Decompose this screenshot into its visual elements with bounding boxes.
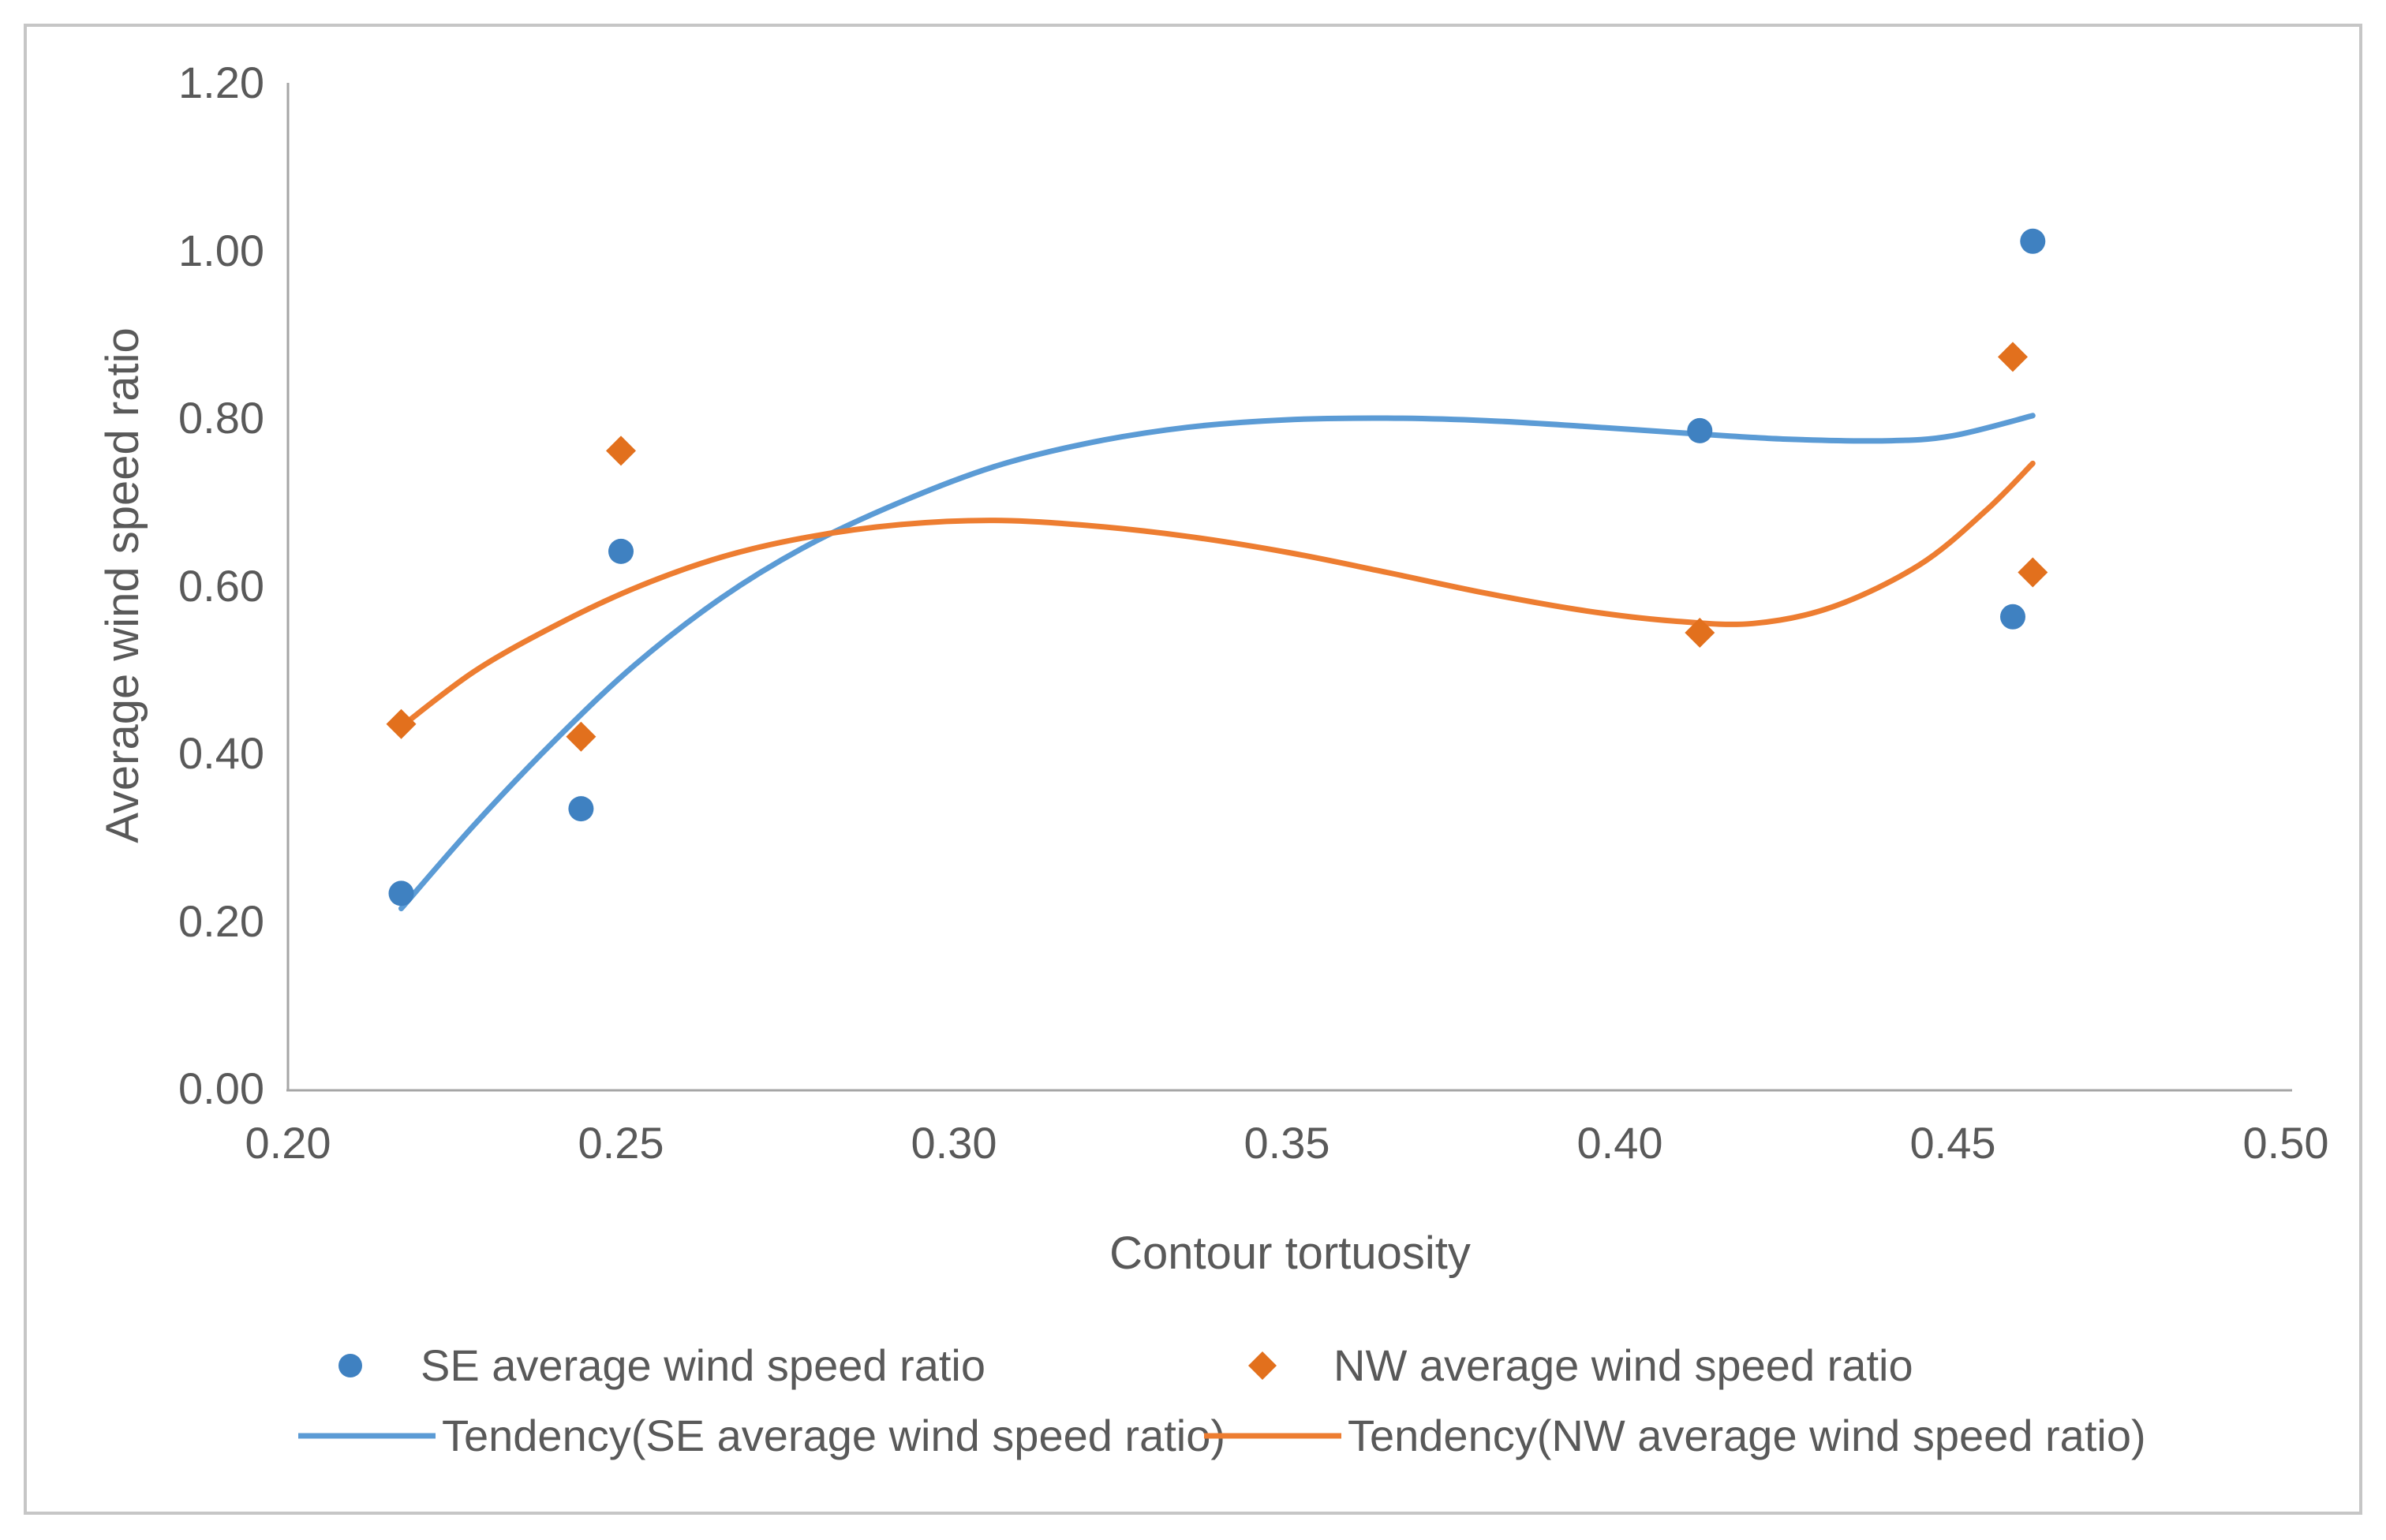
- se-data-point: [1687, 417, 1713, 443]
- y-tick-label: 0.00: [178, 1063, 264, 1113]
- legend-se-label: SE average wind speed ratio: [421, 1340, 985, 1390]
- trendlines-layer: [398, 413, 2036, 912]
- trendline: [398, 460, 2036, 730]
- y-tick-label: 0.40: [178, 728, 264, 778]
- legend-nw-marker-icon: [1248, 1351, 1277, 1380]
- x-tick-label: 0.50: [2243, 1118, 2329, 1168]
- nw-data-point: [566, 721, 596, 752]
- nw-data-point: [2018, 557, 2048, 588]
- figure-border: [24, 24, 2362, 1515]
- se-data-point: [2020, 228, 2046, 254]
- legend-se-trend-label: Tendency(SE average wind speed ratio): [442, 1411, 1225, 1460]
- se-data-point: [608, 538, 634, 564]
- y-tick-label: 1.00: [178, 226, 264, 275]
- trendline: [398, 413, 2036, 912]
- legend-nw-label: NW average wind speed ratio: [1333, 1340, 1913, 1390]
- x-tick-label: 0.35: [1244, 1118, 1330, 1168]
- y-axis-tick-labels: 0.00 0.20 0.40 0.60 0.80 1.00 1.20: [178, 58, 264, 1113]
- x-axis-title: Contour tortuosity: [1109, 1228, 1471, 1279]
- y-tick-label: 0.80: [178, 393, 264, 443]
- nw-data-point: [1998, 342, 2028, 372]
- y-tick-label: 0.20: [178, 896, 264, 946]
- x-tick-label: 0.30: [911, 1118, 997, 1168]
- y-axis-title: Average wind speed ratio: [97, 327, 148, 843]
- se-data-point: [388, 880, 414, 906]
- x-axis-tick-labels: 0.20 0.25 0.30 0.35 0.40 0.45 0.50: [245, 1118, 2329, 1168]
- legend: SE average wind speed ratio NW average w…: [298, 1340, 2146, 1460]
- y-tick-label: 0.60: [178, 561, 264, 611]
- se-data-point: [568, 796, 594, 822]
- axes: [286, 83, 2292, 1092]
- se-data-point: [2000, 604, 2025, 630]
- x-tick-label: 0.45: [1910, 1118, 1996, 1168]
- legend-se-marker-icon: [338, 1354, 362, 1377]
- data-points-layer: [386, 228, 2048, 906]
- x-tick-label: 0.20: [245, 1118, 331, 1168]
- x-tick-label: 0.40: [1577, 1118, 1663, 1168]
- nw-data-point: [1685, 618, 1715, 648]
- nw-data-point: [606, 435, 636, 466]
- legend-nw-trend-label: Tendency(NW average wind speed ratio): [1348, 1411, 2146, 1460]
- x-tick-label: 0.25: [578, 1118, 664, 1168]
- nw-data-point: [386, 708, 417, 739]
- y-tick-label: 1.20: [178, 58, 264, 107]
